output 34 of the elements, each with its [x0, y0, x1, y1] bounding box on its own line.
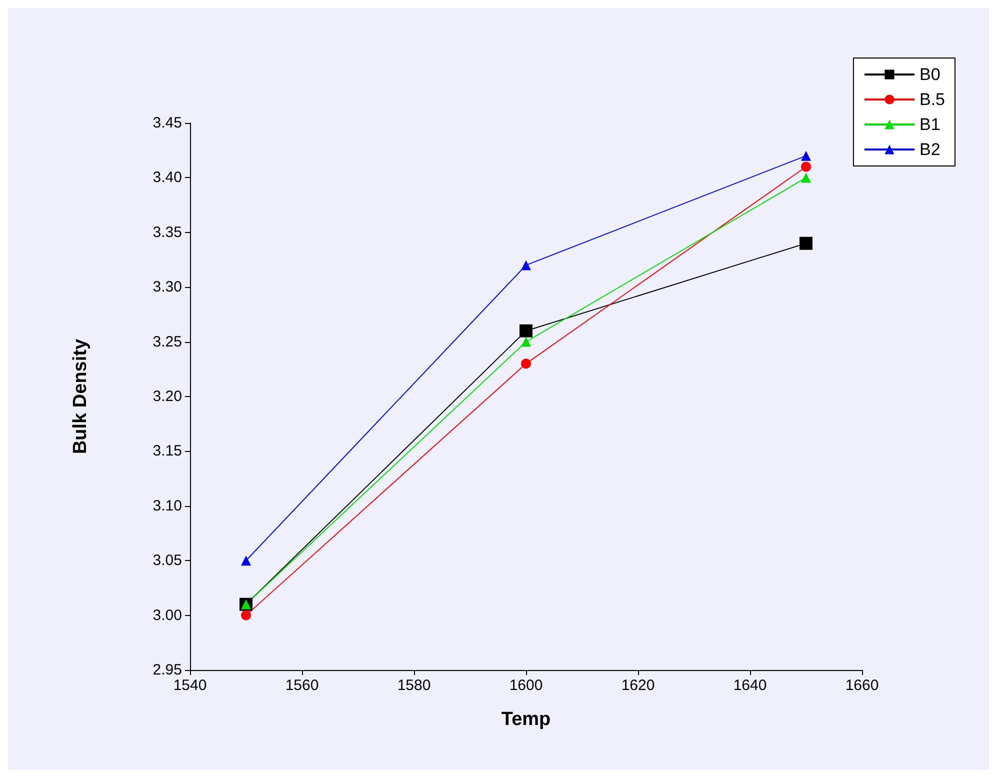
y-tick-label: 3.00 [152, 606, 182, 624]
y-tick-label: 3.05 [152, 552, 182, 570]
y-tick-label: 3.40 [152, 169, 182, 186]
x-tick-label: 1640 [733, 677, 767, 694]
y-tick-label: 3.10 [152, 497, 182, 514]
point [521, 336, 531, 347]
x-axis-title: Temp [501, 709, 551, 730]
y-tick-label: 3.30 [152, 278, 182, 296]
point [801, 162, 811, 172]
y-tick-label: 3.25 [152, 333, 182, 350]
x-tick-label: 1540 [173, 677, 207, 694]
x-tick-label: 1560 [285, 677, 319, 694]
y-tick-label: 3.35 [152, 224, 182, 241]
point [241, 610, 251, 620]
y-tick-label: 3.15 [152, 442, 182, 460]
x-tick-label: 1600 [509, 677, 543, 694]
x-tick-label: 1660 [845, 677, 879, 694]
y-tick-label: 3.45 [152, 114, 182, 132]
point [801, 172, 811, 183]
point [800, 236, 812, 250]
y-tick-label: 2.95 [152, 662, 182, 678]
legend-label: B2 [919, 140, 940, 159]
point [521, 358, 531, 369]
legend-label: B0 [919, 65, 940, 84]
y-axis-title: Bulk Density [70, 338, 91, 454]
legend-label: B.5 [919, 90, 946, 109]
x-tick-label: 1620 [621, 677, 655, 694]
legend-label: B1 [919, 115, 940, 134]
y-tick-label: 3.20 [152, 388, 182, 405]
point [521, 260, 531, 270]
x-tick-label: 1580 [397, 677, 431, 694]
point [520, 324, 532, 338]
point [241, 556, 251, 566]
point [801, 150, 811, 161]
